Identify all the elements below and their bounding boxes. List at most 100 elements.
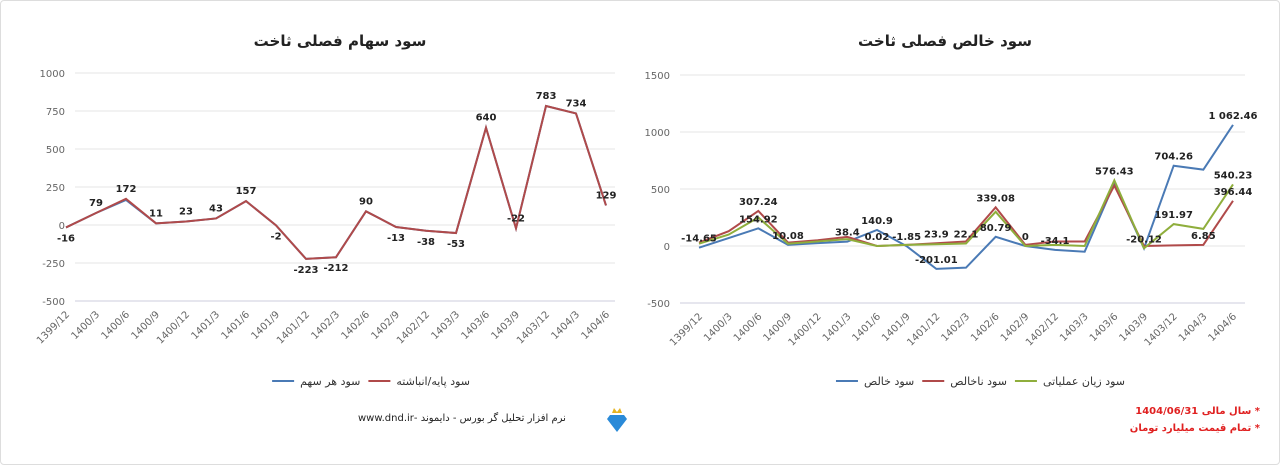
data-label: 157 xyxy=(236,186,257,197)
data-label: 640 xyxy=(476,113,497,124)
x-tick-label: 1403/12 xyxy=(515,309,552,346)
data-label: -212 xyxy=(323,263,348,274)
x-tick-label: 1403/3 xyxy=(429,309,462,342)
x-tick-label: 1402/12 xyxy=(1024,311,1061,348)
x-tick-label: 1400/6 xyxy=(732,311,765,344)
data-label: -14.65 xyxy=(681,234,717,245)
diamond-logo-icon xyxy=(607,408,627,432)
data-label: -16 xyxy=(57,233,75,244)
x-tick-label: 1404/3 xyxy=(549,309,582,342)
data-label: -22 xyxy=(507,213,525,224)
data-label: 396.44 xyxy=(1214,187,1253,198)
y-tick-label: 0 xyxy=(664,242,670,253)
y-tick-label: 1000 xyxy=(645,128,670,139)
data-label: 540.23 xyxy=(1214,170,1253,181)
data-label: 704.26 xyxy=(1154,152,1193,163)
legend-item: سود خالص xyxy=(864,375,914,388)
y-tick-label: 500 xyxy=(46,145,65,156)
x-tick-label: 1401/12 xyxy=(905,311,942,348)
chart-title: سود خالص فصلی ثاخت xyxy=(858,32,1032,50)
y-tick-label: -500 xyxy=(42,297,65,308)
series-line xyxy=(698,177,1234,250)
legend-item: سود ناخالص xyxy=(950,375,1007,388)
data-label: -53 xyxy=(447,239,465,250)
data-label: 0 xyxy=(1022,232,1029,243)
data-label: 10.08 xyxy=(772,231,804,242)
legend-item: سود پایه/انباشته xyxy=(396,375,470,388)
x-tick-label: 1400/12 xyxy=(787,311,824,348)
fiscal-year-note: * سال مالی 1404/06/31 xyxy=(1135,406,1260,417)
data-label: 11 xyxy=(149,208,163,219)
data-label: -201.01 xyxy=(915,255,958,266)
data-label: 23 xyxy=(179,207,193,218)
x-tick-label: 1400/6 xyxy=(99,309,132,342)
series-line xyxy=(65,104,607,260)
x-tick-label: 1402/3 xyxy=(939,311,972,344)
legend-item: سود هر سهم xyxy=(300,375,360,388)
x-tick-label: 1401/6 xyxy=(850,311,883,344)
y-tick-label: 1500 xyxy=(645,71,670,82)
x-tick-label: 1400/12 xyxy=(155,309,192,346)
x-tick-label: 1400/3 xyxy=(702,311,735,344)
series-line xyxy=(65,104,607,260)
y-tick-label: 1000 xyxy=(40,69,65,80)
unit-note: * تمام قیمت میلیارد تومان xyxy=(1129,423,1260,434)
x-tick-label: 1404/6 xyxy=(1206,311,1239,344)
x-tick-label: 1404/6 xyxy=(579,309,612,342)
y-tick-label: 250 xyxy=(46,183,65,194)
data-label: 129 xyxy=(596,190,617,201)
data-label: 80.79 xyxy=(980,223,1012,234)
data-label: -2 xyxy=(270,231,281,242)
data-label: 140.9 xyxy=(861,216,893,227)
data-label: -223 xyxy=(293,265,318,276)
data-label: 23.9 xyxy=(924,229,949,240)
x-tick-label: 1403/3 xyxy=(1058,311,1091,344)
x-tick-label: 1402/12 xyxy=(395,309,432,346)
data-label: -20.12 xyxy=(1126,234,1162,245)
x-tick-label: 1399/12 xyxy=(668,311,705,348)
data-label: 339.08 xyxy=(976,193,1015,204)
data-label: 783 xyxy=(536,91,557,102)
series-line xyxy=(698,124,1234,270)
x-tick-label: 1399/12 xyxy=(35,309,72,346)
x-tick-label: 1401/3 xyxy=(821,311,854,344)
x-tick-label: 1403/6 xyxy=(1088,311,1121,344)
data-label: 6.85 xyxy=(1191,231,1216,242)
x-tick-label: 1402/6 xyxy=(339,309,372,342)
data-label: 43 xyxy=(209,203,223,214)
y-tick-label: 0 xyxy=(59,221,65,232)
x-tick-label: 1401/6 xyxy=(219,309,252,342)
data-label: 191.97 xyxy=(1154,210,1193,221)
data-label: 307.24 xyxy=(739,197,778,208)
y-tick-label: 500 xyxy=(651,185,670,196)
data-label: 154.92 xyxy=(739,214,778,225)
data-label: 79 xyxy=(89,198,103,209)
chart-title: سود سهام فصلی ثاخت xyxy=(254,32,427,50)
software-credit: نرم افزار تحلیل گر بورس - دایموند -www.d… xyxy=(358,413,566,424)
legend-item: سود زیان عملیاتی xyxy=(1043,375,1125,388)
y-tick-label: -500 xyxy=(647,299,670,310)
data-label: 734 xyxy=(566,98,587,109)
data-label: -34.1 xyxy=(1041,236,1070,247)
x-tick-label: 1404/3 xyxy=(1177,311,1210,344)
data-label: 172 xyxy=(116,184,137,195)
y-tick-label: 750 xyxy=(46,107,65,118)
y-tick-label: -250 xyxy=(42,259,65,270)
x-tick-label: 1401/12 xyxy=(275,309,312,346)
x-tick-label: 1401/3 xyxy=(189,309,222,342)
data-label: 1 062.46 xyxy=(1208,111,1257,122)
x-tick-label: 1403/12 xyxy=(1143,311,1180,348)
x-tick-label: 1402/6 xyxy=(969,311,1002,344)
data-label: -13 xyxy=(387,233,405,244)
data-label: -1.85 xyxy=(892,232,921,243)
data-label: 90 xyxy=(359,196,373,207)
data-label: 0.02 xyxy=(865,232,890,243)
data-label: 576.43 xyxy=(1095,166,1134,177)
x-tick-label: 1403/6 xyxy=(459,309,492,342)
x-tick-label: 1400/3 xyxy=(69,309,102,342)
data-label: 38.4 xyxy=(835,228,860,239)
data-label: -38 xyxy=(417,237,435,248)
data-label: 22.1 xyxy=(954,229,979,240)
x-tick-label: 1402/3 xyxy=(309,309,342,342)
